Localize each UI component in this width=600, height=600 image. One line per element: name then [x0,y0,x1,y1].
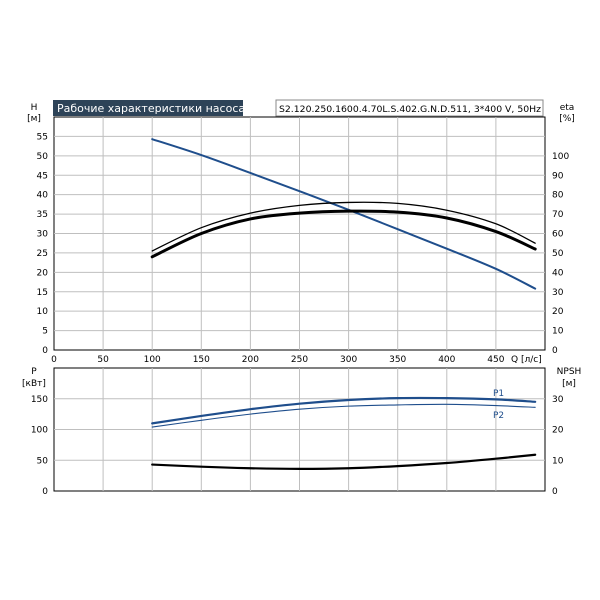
chart-title: Рабочие характеристики насоса [57,102,245,115]
series-line-0-2 [150,209,537,259]
y-right-tick-label: 60 [552,230,564,240]
x-tick-label: 250 [291,355,308,365]
series-line-1-0 [151,396,537,425]
bottom-chart-panel: 0 50 100 150 0 10 20 30 P [кВт] NPSH [м] P1 P2 [22,367,581,497]
y-left-tick-label: 20 [37,268,49,278]
y-left-tick-label: 55 [37,132,48,142]
y-left-tick-label: 0 [42,346,48,356]
y-right-tick-label: 30 [552,395,564,405]
y-left-tick-label: 45 [37,171,48,181]
y-right-tick-label: 20 [552,426,564,436]
y-right-tick-label: 10 [552,327,564,337]
x-tick-label: 100 [144,355,161,365]
x-axis-label: Q [л/с] [511,355,542,365]
model-label: S2.120.250.1600.4.70L.S.402.G.N.D.511, 3… [279,105,542,115]
x-tick-label: 200 [242,355,259,365]
x-tick-label: 300 [340,355,357,365]
y-left-tick-label: 40 [37,191,49,201]
model-box [275,99,544,117]
top-series-group [150,138,537,290]
x-tick-label: 450 [487,355,504,365]
y-left-tick-label: 25 [37,249,48,259]
npsh-axis-unit: [м] [562,379,576,389]
y-left-tick-label: 50 [37,456,49,466]
p-axis-label: P [31,367,37,377]
series-line-1-2 [151,453,537,470]
top-grid [54,117,545,350]
y-left-tick-label: 5 [42,327,48,337]
y-right-tick-label: 30 [552,288,564,298]
legend-p1: P1 [493,389,504,399]
y-right-unit: [%] [559,114,575,124]
y-left-tick-label: 15 [37,288,48,298]
series-line-0-1 [151,201,536,252]
y-left-tick-label: 150 [31,395,48,405]
y-right-label: eta [560,103,575,113]
y-right-tick-label: 20 [552,307,564,317]
y-left-label: H [31,103,38,113]
y-left-tick-label: 10 [37,307,49,317]
y-right-tick-label: 50 [552,249,564,259]
y-left-tick-label: 100 [31,426,48,436]
y-right-tick-label: 100 [552,152,569,162]
y-right-tick-label: 90 [552,171,564,181]
y-right-tick-label: 0 [552,487,558,497]
y-left-tick-label: 0 [42,487,48,497]
p-axis-unit: [кВт] [22,379,46,389]
y-right-tick-label: 10 [552,456,564,466]
y-right-tick-label: 70 [552,210,564,220]
bottom-tick-labels: 0 50 100 150 0 10 20 30 [31,395,564,497]
bottom-series-group [151,396,537,470]
x-tick-label: 0 [51,355,57,365]
top-tick-labels: 0 5 10 15 20 25 30 35 40 45 50 55 0 10 20 30 40 50 60 70 80 9… [37,132,570,365]
y-right-tick-label: 0 [552,346,558,356]
x-tick-label: 50 [97,355,109,365]
top-chart-panel: 0 5 10 15 20 25 30 35 40 45 50 55 0 10 20 30 40 50 60 70 80 9… [27,99,575,365]
y-left-tick-label: 30 [37,230,49,240]
bottom-grid [54,368,545,491]
y-right-tick-label: 80 [552,191,564,201]
x-tick-label: 400 [438,355,455,365]
series-line-1-1 [151,403,536,428]
y-left-tick-label: 35 [37,210,48,220]
x-tick-label: 150 [193,355,210,365]
x-tick-label: 350 [389,355,406,365]
y-left-unit: [м] [27,114,41,124]
legend-p2: P2 [493,411,504,421]
title-box [53,100,243,116]
y-left-tick-label: 50 [37,152,49,162]
y-right-tick-label: 40 [552,268,564,278]
npsh-axis-label: NPSH [557,367,582,377]
